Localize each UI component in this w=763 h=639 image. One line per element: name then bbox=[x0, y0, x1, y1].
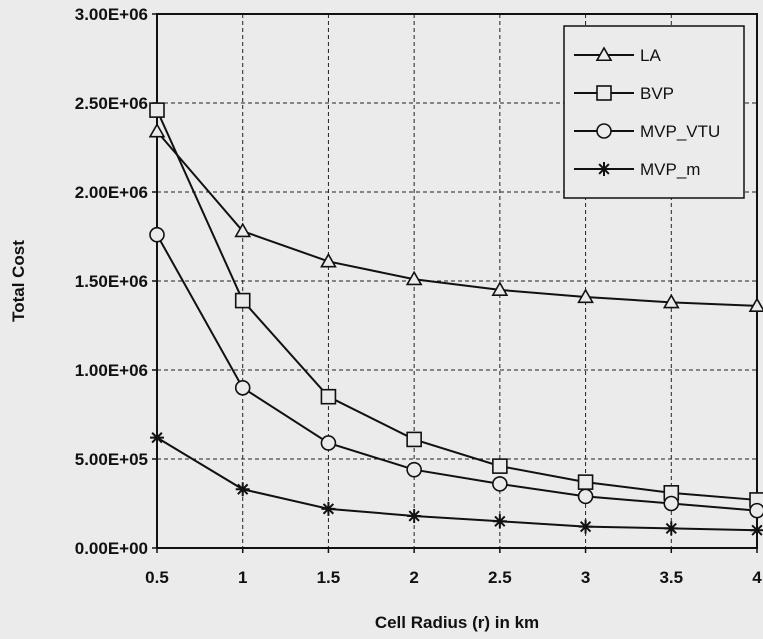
data-point-mvp-vtu bbox=[577, 488, 594, 505]
data-point-bvp bbox=[320, 388, 337, 405]
data-point-mvp-m bbox=[578, 519, 593, 534]
data-point-la bbox=[491, 281, 509, 296]
x-tick-label: 4 bbox=[752, 568, 762, 587]
data-point-mvp-vtu bbox=[749, 502, 763, 519]
legend-marker-mvp-vtu bbox=[596, 123, 612, 139]
data-point-la bbox=[320, 252, 337, 268]
data-point-mvp-vtu bbox=[663, 495, 680, 512]
y-tick-label: 1.50E+06 bbox=[75, 272, 148, 291]
legend-label: MVP_m bbox=[640, 160, 700, 179]
x-tick-label: 1 bbox=[238, 568, 247, 587]
data-point-bvp bbox=[406, 431, 422, 448]
legend-item-la: LA bbox=[574, 46, 661, 65]
data-point-mvp-vtu bbox=[149, 226, 165, 243]
data-point-mvp-vtu bbox=[320, 435, 337, 451]
data-point-mvp-vtu bbox=[406, 461, 422, 478]
legend-label: BVP bbox=[640, 84, 674, 103]
data-point-mvp-m bbox=[235, 482, 250, 497]
series-line-bvp bbox=[156, 109, 758, 501]
data-point-mvp-m bbox=[492, 514, 507, 529]
x-tick-label: 2 bbox=[409, 568, 418, 587]
x-axis-title: Cell Radius (r) in km bbox=[375, 613, 539, 632]
legend-item-mvp-m: MVP_m bbox=[574, 160, 700, 179]
data-point-bvp bbox=[234, 292, 251, 309]
y-tick-label: 2.00E+06 bbox=[75, 183, 148, 202]
x-tick-label: 0.5 bbox=[145, 568, 169, 587]
y-tick-label: 5.00E+05 bbox=[75, 450, 148, 469]
data-point-mvp-m bbox=[150, 430, 164, 445]
series-la bbox=[148, 122, 763, 312]
x-tick-label: 3.5 bbox=[659, 568, 683, 587]
x-axis: 0.5 1 1.5 2 2.5 3 3.5 4 bbox=[145, 548, 762, 587]
series-line-la bbox=[156, 130, 758, 307]
data-point-la bbox=[662, 293, 680, 309]
data-point-mvp-m bbox=[321, 501, 336, 516]
data-point-la bbox=[405, 270, 423, 286]
data-point-mvp-m bbox=[750, 523, 763, 538]
data-point-mvp-m bbox=[664, 521, 679, 536]
data-point-la bbox=[148, 122, 166, 138]
data-point-la bbox=[577, 288, 594, 304]
y-tick-label: 2.50E+06 bbox=[75, 94, 148, 113]
data-point-mvp-m bbox=[407, 508, 422, 523]
legend-item-mvp-vtu: MVP_VTU bbox=[574, 122, 720, 141]
legend-item-bvp: BVP bbox=[574, 84, 674, 103]
legend-marker-mvp-m bbox=[597, 162, 611, 176]
data-point-la bbox=[748, 297, 763, 312]
y-tick-label: 3.00E+06 bbox=[75, 5, 148, 24]
y-tick-label: 1.00E+06 bbox=[75, 361, 148, 380]
series-mvp-m bbox=[150, 430, 763, 538]
data-point-bvp bbox=[149, 102, 165, 118]
legend-marker-bvp bbox=[596, 85, 612, 101]
y-axis: 0.00E+00 5.00E+05 1.00E+06 1.50E+06 2.00E+06… bbox=[75, 5, 157, 558]
legend: LA BVP MVP_VTU MVP_m bbox=[563, 25, 745, 199]
x-tick-label: 3 bbox=[581, 568, 590, 587]
series-layer bbox=[148, 102, 763, 538]
series-line-mvp-vtu bbox=[156, 234, 758, 512]
legend-label: LA bbox=[640, 46, 661, 65]
data-point-bvp bbox=[492, 458, 508, 474]
x-tick-label: 1.5 bbox=[317, 568, 341, 587]
legend-label: MVP_VTU bbox=[640, 122, 720, 141]
data-point-mvp-vtu bbox=[492, 476, 508, 492]
data-point-bvp bbox=[577, 474, 594, 490]
data-point-mvp-vtu bbox=[234, 379, 251, 396]
y-axis-title: Total Cost bbox=[9, 240, 28, 322]
legend-marker-la bbox=[595, 46, 613, 62]
x-tick-label: 2.5 bbox=[488, 568, 512, 587]
series-mvp-vtu bbox=[149, 226, 763, 519]
series-line-mvp-m bbox=[156, 436, 758, 532]
data-point-la bbox=[234, 222, 252, 238]
y-tick-label: 0.00E+00 bbox=[75, 539, 148, 558]
